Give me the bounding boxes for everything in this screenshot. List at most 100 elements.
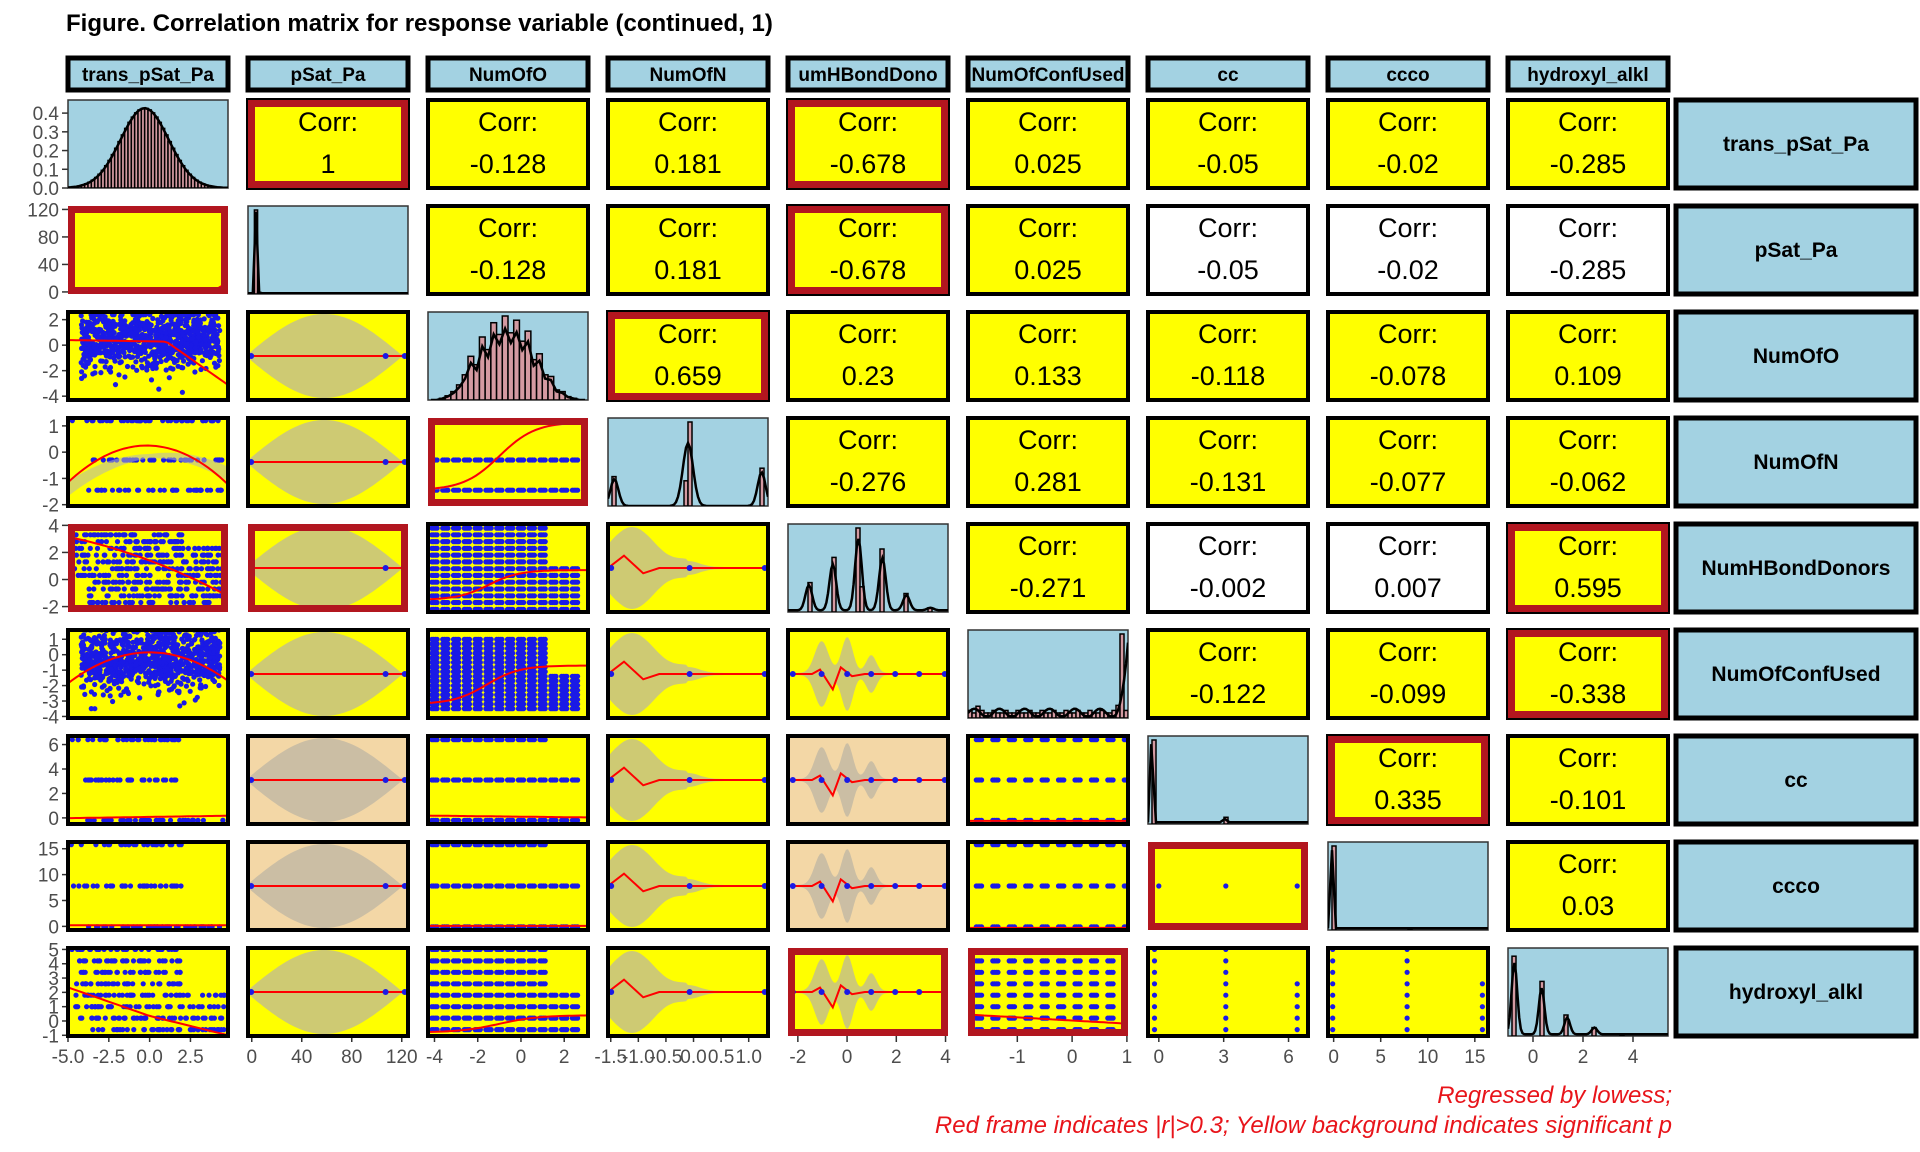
scatter-point xyxy=(102,364,108,370)
scatter-point xyxy=(146,656,152,662)
scatter-point xyxy=(79,369,85,375)
scatter-point xyxy=(211,336,217,343)
scatter-point xyxy=(466,669,473,675)
scatter-point xyxy=(488,687,494,693)
y-tick-label: 2 xyxy=(48,543,59,564)
scatter-point xyxy=(488,655,494,661)
scatter-point xyxy=(167,348,174,354)
panel-frame-3-0 xyxy=(66,416,230,508)
hist-bar xyxy=(1123,709,1128,718)
diag-content xyxy=(1148,739,1308,824)
scatter-point xyxy=(137,545,143,552)
scatter-point xyxy=(510,539,516,545)
scatter-point xyxy=(510,586,516,592)
scatter-point xyxy=(192,369,198,375)
scatter-point xyxy=(531,678,538,684)
scatter-point xyxy=(175,679,181,685)
scatter-point xyxy=(116,354,122,360)
panel-frame-6-1 xyxy=(246,734,410,826)
scatter-point xyxy=(521,737,527,743)
scatter-point xyxy=(575,673,581,679)
scatter-point xyxy=(434,645,440,652)
scatter-point xyxy=(445,552,451,558)
scatter-point xyxy=(181,559,187,565)
row-strip-6 xyxy=(1673,733,1919,827)
scatter-point xyxy=(445,559,451,565)
violin-point xyxy=(686,671,693,677)
scatter-point xyxy=(456,678,462,684)
scatter-point xyxy=(456,645,462,652)
y-tick-label: 2 xyxy=(48,784,59,805)
scatter-point xyxy=(521,650,527,656)
scatter-point xyxy=(82,572,88,579)
corr-value: -0.077 xyxy=(1370,467,1447,497)
scatter-point xyxy=(146,329,152,335)
scatter-point xyxy=(128,662,134,668)
violin-point xyxy=(382,777,389,783)
diag-content xyxy=(68,106,228,188)
scatter-point xyxy=(445,650,451,656)
scatter-point xyxy=(434,692,440,698)
scatter-point xyxy=(499,678,505,684)
scatter-point xyxy=(84,677,90,683)
scatter-point xyxy=(122,374,128,380)
scatter-point xyxy=(510,650,516,656)
scatter-content-5-0 xyxy=(68,630,228,712)
scatter-point xyxy=(542,599,548,606)
scatter-point xyxy=(434,655,440,661)
scatter-point xyxy=(150,672,156,679)
scatter-point xyxy=(488,525,494,531)
scatter-point xyxy=(98,677,104,683)
scatter-point xyxy=(575,706,581,712)
scatter-point xyxy=(197,677,203,683)
scatter-point xyxy=(143,674,149,680)
scatter-point xyxy=(531,586,538,592)
scatter-point xyxy=(456,457,462,463)
scatter-point xyxy=(109,566,115,572)
scatter-point xyxy=(141,539,147,545)
scatter-point xyxy=(84,341,90,347)
y-tick-label: 0.2 xyxy=(33,142,59,163)
scatter-point xyxy=(542,593,548,599)
scatter-point xyxy=(198,487,204,493)
scatter-point xyxy=(575,683,581,689)
scatter-point xyxy=(531,777,538,783)
violin-point xyxy=(916,671,923,677)
corr-value: -0.338 xyxy=(1550,679,1627,709)
scatter-point xyxy=(207,593,214,599)
scatter-point xyxy=(466,683,473,689)
scatter-point xyxy=(144,343,150,349)
scatter-content-6-2 xyxy=(428,737,588,823)
scatter-point xyxy=(477,545,483,552)
scatter-point xyxy=(94,599,100,606)
corr-panel-1-6 xyxy=(1146,204,1310,296)
scatter-point xyxy=(181,358,187,364)
scatter-point xyxy=(122,354,128,360)
scatter-point xyxy=(83,327,89,333)
y-tick-label: 4 xyxy=(48,760,59,781)
scatter-point xyxy=(121,817,127,823)
scatter-point xyxy=(85,334,92,341)
scatter-point xyxy=(78,313,84,319)
scatter-point xyxy=(531,683,538,689)
scatter-point xyxy=(445,525,451,531)
scatter-point xyxy=(531,532,538,538)
scatter-point xyxy=(82,691,88,698)
scatter-point xyxy=(112,382,119,388)
scatter-point xyxy=(531,655,538,661)
scatter-point xyxy=(85,777,91,783)
column-strip-label: NumOfN xyxy=(649,65,726,86)
corr-label: Corr: xyxy=(1558,849,1618,879)
scatter-point xyxy=(118,692,124,698)
scatter-point xyxy=(553,457,559,463)
corr-panel-7-8 xyxy=(1506,840,1670,932)
red-frame-4-1 xyxy=(248,524,408,612)
corr-value: -0.276 xyxy=(830,467,907,497)
scatter-point xyxy=(488,586,494,592)
column-strip-7 xyxy=(1325,55,1491,93)
scatter-point xyxy=(167,593,173,599)
scatter-point xyxy=(177,354,183,360)
scatter-point xyxy=(147,323,153,329)
scatter-point xyxy=(118,593,124,599)
scatter-point xyxy=(434,659,440,666)
